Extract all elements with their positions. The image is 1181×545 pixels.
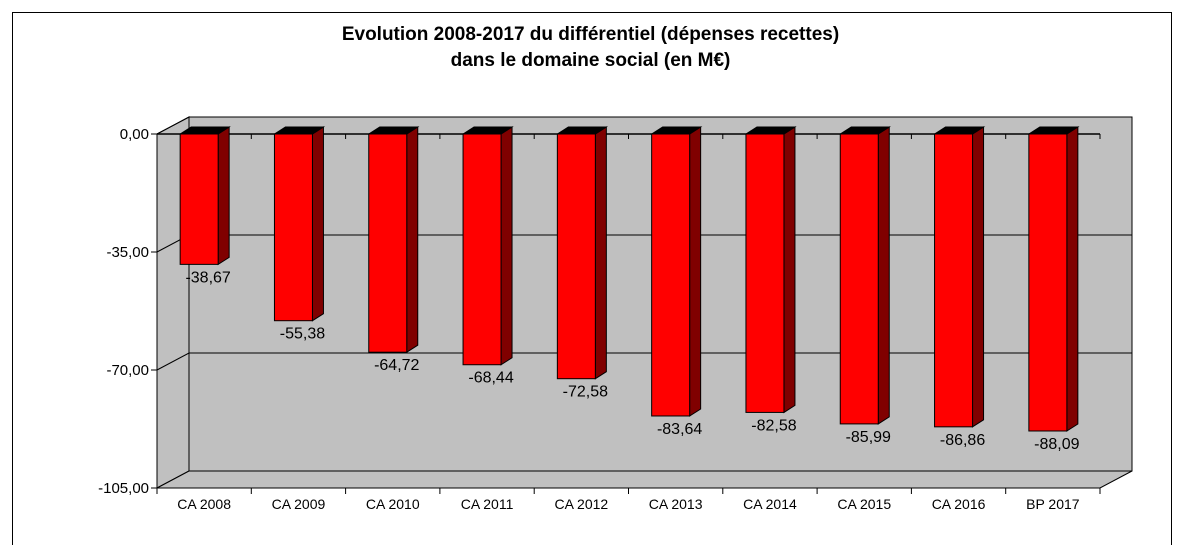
data-label: -64,72	[374, 357, 419, 374]
bar	[838, 126, 891, 425]
data-label: -85,99	[846, 429, 891, 446]
y-tick-label: -105,00	[98, 480, 149, 497]
bar	[1027, 126, 1080, 432]
bar	[178, 126, 231, 266]
bar-front-face	[179, 133, 219, 265]
chart-title-line-1: Evolution 2008-2017 du différentiel (dép…	[341, 24, 840, 45]
data-label: -86,86	[940, 432, 985, 449]
bar-side-face	[500, 126, 513, 366]
bar-front-face	[556, 133, 596, 380]
bar-front-face	[651, 133, 691, 417]
bar-front-face	[368, 133, 408, 353]
category-label: CA 2011	[461, 496, 514, 512]
data-label: -68,44	[468, 370, 513, 387]
bar	[272, 126, 326, 322]
y-tick-label: -35,00	[106, 244, 149, 261]
bar-side-face	[406, 126, 419, 354]
bars	[178, 126, 1080, 432]
category-label: BP 2017	[1026, 496, 1080, 512]
y-tick-label: -70,00	[106, 362, 149, 379]
category-label: CA 2012	[554, 496, 608, 512]
data-label: -38,67	[185, 269, 230, 286]
bar	[649, 126, 703, 417]
floor	[156, 470, 1133, 489]
y-tick-label: 0,00	[120, 126, 149, 143]
data-label: -82,58	[751, 417, 796, 434]
gridline	[156, 352, 1132, 371]
bar-side-face	[689, 126, 702, 417]
category-label: CA 2008	[177, 496, 231, 512]
data-label: -83,64	[657, 421, 702, 438]
gridline	[156, 116, 1132, 135]
bar-front-face	[839, 133, 879, 425]
category-label: CA 2015	[837, 496, 891, 512]
bar-front-face	[1028, 133, 1068, 432]
category-labels: CA 2008 CA 2009 CA 2010 CA 2011 CA 2012 CA 20…	[177, 496, 1079, 512]
category-label: CA 2013	[649, 496, 703, 512]
chart-title: Evolution 2008-2017 du différentiel (dép…	[0, 22, 1181, 74]
bar-front-face	[273, 133, 313, 322]
data-label: -72,58	[563, 384, 608, 401]
bar-side-face	[972, 126, 985, 428]
y-tick-labels: 0,00 -35,00 -70,00 -105,00	[98, 126, 149, 497]
bar	[932, 126, 986, 428]
bar	[744, 126, 797, 414]
bar-front-face	[462, 133, 502, 366]
category-label: CA 2014	[743, 496, 797, 512]
bar	[461, 126, 514, 366]
data-label: -88,09	[1034, 436, 1079, 453]
bar-side-face	[783, 126, 796, 414]
category-label: CA 2009	[272, 496, 326, 512]
category-label: CA 2010	[366, 496, 420, 512]
bar	[555, 126, 609, 380]
bar-side-face	[1066, 126, 1079, 432]
bar-side-face	[217, 126, 230, 266]
bar-front-face	[934, 133, 974, 428]
data-labels: -38,67 -55,38 -64,72 -68,44 -72,58 -83,64 -82,…	[185, 269, 1079, 453]
category-label: CA 2016	[932, 496, 986, 512]
chart-title-line-2: dans le domaine social (en M€)	[450, 50, 731, 71]
bar	[367, 126, 420, 354]
bar-front-face	[745, 133, 785, 413]
data-label: -55,38	[280, 326, 325, 343]
bar-side-face	[594, 126, 607, 380]
bar-side-face	[877, 126, 890, 425]
bar-side-face	[311, 126, 324, 322]
